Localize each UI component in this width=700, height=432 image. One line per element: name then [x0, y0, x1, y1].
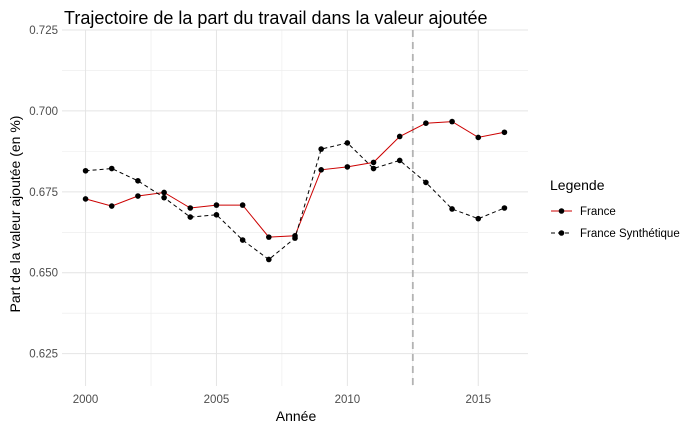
- x-tick-label: 2000: [73, 394, 99, 406]
- data-point-series-1: [292, 235, 298, 241]
- data-point-series-0: [344, 164, 351, 170]
- legend-label-1: France Synthétique: [580, 228, 680, 240]
- data-point-series-0: [396, 133, 403, 140]
- data-point-series-1: [213, 211, 220, 218]
- data-point-series-1: [344, 140, 351, 146]
- data-point-series-0: [135, 193, 141, 199]
- data-point-series-0: [108, 203, 115, 209]
- data-point-series-1: [501, 205, 508, 211]
- legend-key-point-1: [558, 230, 565, 236]
- data-point-series-0: [423, 120, 429, 127]
- y-tick-label: 0.650: [29, 268, 58, 280]
- data-point-series-1: [318, 146, 324, 152]
- series-line-0: [85, 121, 505, 238]
- data-point-series-0: [82, 196, 89, 202]
- data-point-series-1: [449, 206, 455, 212]
- data-point-series-0: [239, 202, 246, 208]
- data-point-series-1: [161, 194, 167, 201]
- data-point-series-1: [135, 178, 141, 184]
- y-tick-label: 0.625: [29, 349, 58, 361]
- x-axis-ticks: 2000 2005 2010 2015: [73, 394, 491, 406]
- y-axis-title: Part de la valeur ajoutée (en %): [7, 116, 23, 313]
- data-point-series-0: [213, 202, 220, 208]
- grid: [62, 29, 528, 386]
- data-point-series-1: [239, 237, 246, 243]
- data-point-series-1: [108, 165, 115, 172]
- legend-label-0: France: [580, 206, 616, 218]
- x-tick-label: 2005: [204, 394, 230, 406]
- data-point-series-1: [370, 165, 377, 172]
- x-tick-label: 2010: [335, 394, 361, 406]
- data-point-series-1: [266, 256, 272, 263]
- chart-title: Trajectoire de la part du travail dans l…: [64, 8, 488, 28]
- y-tick-label: 0.725: [29, 25, 58, 37]
- y-tick-label: 0.700: [29, 106, 58, 118]
- legend: Legende France France Synthétique: [550, 177, 680, 240]
- data-point-series-1: [187, 214, 194, 220]
- data-point-series-0: [318, 167, 324, 173]
- legend-key-point-0: [558, 208, 565, 214]
- x-axis-title: Année: [276, 408, 317, 424]
- x-tick-label: 2015: [465, 394, 491, 406]
- series-layer: [82, 118, 508, 263]
- data-point-series-0: [475, 134, 482, 141]
- data-point-series-1: [423, 179, 429, 186]
- data-point-series-1: [396, 157, 403, 164]
- data-point-series-0: [187, 205, 194, 211]
- legend-title: Legende: [550, 177, 605, 193]
- data-point-series-1: [475, 215, 482, 222]
- data-point-series-0: [370, 159, 377, 166]
- data-point-series-0: [266, 234, 272, 240]
- data-point-series-0: [449, 118, 455, 125]
- series-line-1: [85, 142, 505, 261]
- data-point-series-1: [82, 167, 89, 174]
- data-point-series-0: [501, 129, 508, 136]
- y-axis-ticks: 0.625 0.650 0.675 0.700 0.725: [29, 25, 58, 361]
- data-point-series-0: [161, 189, 167, 196]
- y-tick-label: 0.675: [29, 187, 58, 199]
